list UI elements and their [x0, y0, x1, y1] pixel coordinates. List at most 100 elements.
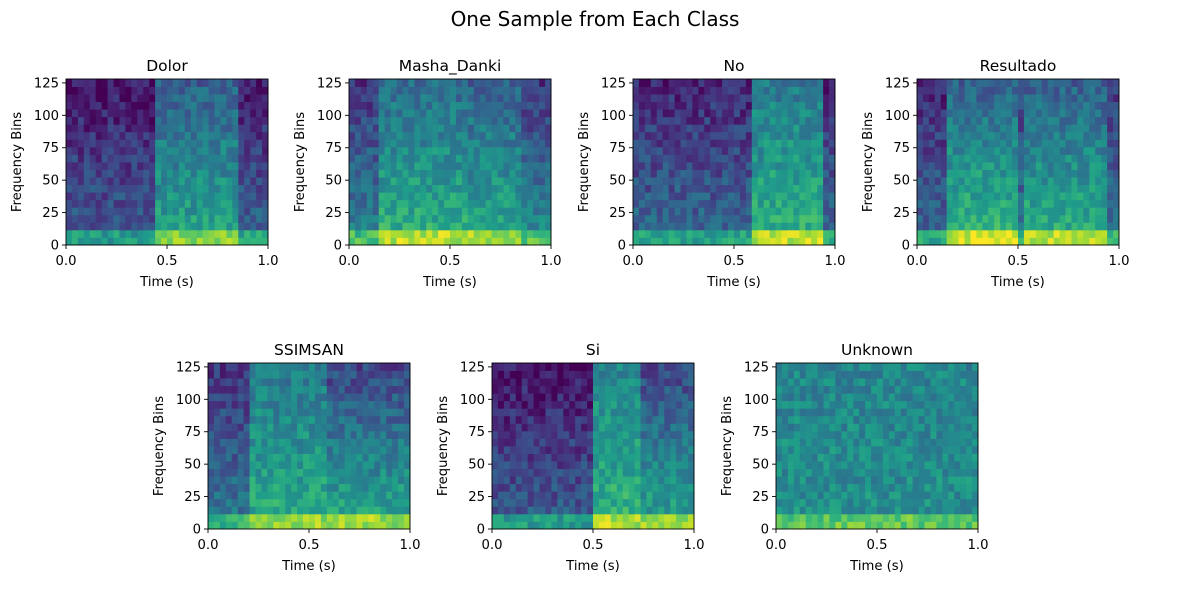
spectrogram-cell [776, 513, 783, 522]
spectrogram-cell [479, 101, 487, 110]
spectrogram-cell [964, 229, 971, 238]
spectrogram-cell [426, 131, 433, 140]
spectrogram-cell [1047, 177, 1055, 186]
spectrogram-cell [787, 461, 795, 470]
spectrogram-cell [143, 214, 150, 223]
spectrogram-cell [71, 214, 79, 223]
spectrogram-cell [396, 124, 403, 133]
spectrogram-cell [509, 177, 516, 186]
spectrogram-cell [593, 378, 600, 387]
spectrogram-cell [563, 498, 570, 507]
spectrogram-cell [728, 214, 735, 223]
spectrogram-cell [751, 146, 759, 155]
spectrogram-cell [521, 154, 528, 163]
spectrogram-cell [835, 491, 842, 500]
spectrogram-cell [539, 498, 546, 507]
spectrogram-cell [853, 521, 860, 530]
spectrogram-cell [404, 461, 411, 470]
spectrogram-cell [291, 400, 298, 409]
spectrogram-cell [426, 162, 433, 170]
spectrogram-cell [404, 513, 411, 522]
spectrogram-cell [392, 438, 399, 447]
spectrogram-cell [1018, 79, 1025, 87]
spectrogram-cell [1012, 199, 1019, 208]
spectrogram-cell [1006, 131, 1013, 140]
spectrogram-cell [710, 214, 717, 223]
spectrogram-cell [1018, 146, 1025, 155]
spectrogram-cell [805, 109, 812, 118]
spectrogram-cell [952, 154, 959, 163]
spectrogram-cell [208, 131, 215, 140]
spectrogram-cell [184, 146, 192, 155]
spectrogram-cell [492, 453, 499, 462]
spectrogram-cell [231, 453, 239, 462]
spectrogram-cell [787, 222, 794, 231]
spectrogram-cell [249, 476, 256, 485]
spectrogram-cell [698, 139, 705, 148]
spectrogram-cell [871, 476, 878, 485]
spectrogram-cell [704, 139, 711, 148]
spectrogram-cell [213, 423, 221, 432]
spectrogram-cell [841, 385, 848, 394]
spectrogram-cell [847, 423, 854, 432]
spectrogram-cell [646, 498, 653, 507]
spectrogram-cell [378, 131, 386, 140]
spectrogram-cell [396, 86, 403, 95]
spectrogram-cell [450, 184, 457, 193]
spectrogram-cell [1018, 154, 1025, 163]
spectrogram-cell [350, 423, 357, 432]
spectrogram-cell [817, 385, 824, 394]
spectrogram-cell [994, 79, 1001, 87]
spectrogram-cell [805, 207, 812, 216]
spectrogram-cell [622, 423, 630, 432]
spectrogram-cell [137, 177, 144, 186]
spectrogram-cell [976, 207, 983, 216]
spectrogram-cell [946, 199, 954, 208]
spectrogram-cell [243, 453, 250, 462]
spectrogram-cell [1101, 237, 1108, 246]
spectrogram-cell [332, 408, 340, 417]
spectrogram-cell [644, 124, 652, 133]
spectrogram-cell [404, 408, 411, 417]
spectrogram-cell [575, 491, 582, 500]
spectrogram-cell [581, 378, 588, 387]
spectrogram-cell [178, 139, 186, 148]
spectrogram-cell [569, 430, 576, 439]
spectrogram-cell [89, 146, 97, 155]
spectrogram-cell [220, 109, 227, 118]
spectrogram-cell [291, 378, 298, 387]
spectrogram-cell [634, 498, 641, 507]
spectrogram-cell [551, 483, 558, 492]
spectrogram-cell [1023, 86, 1031, 95]
spectrogram-cell [704, 131, 711, 140]
spectrogram-cell [633, 214, 640, 223]
spectrogram-cell [184, 109, 192, 118]
spectrogram-cell [799, 86, 806, 95]
spectrogram-cell [1012, 86, 1019, 95]
spectrogram-cell [226, 139, 233, 148]
spectrogram-cell [396, 192, 403, 201]
spectrogram-cell [928, 86, 936, 95]
spectrogram-cell [444, 124, 451, 133]
spectrogram-cell [811, 393, 818, 402]
spectrogram-cell [763, 169, 771, 178]
spectrogram-cell [1059, 229, 1066, 238]
spectrogram-cell [865, 415, 872, 424]
spectrogram-cell [267, 370, 274, 379]
spectrogram-cell [652, 400, 659, 409]
spectrogram-cell [273, 385, 280, 394]
spectrogram-cell [658, 461, 665, 470]
spectrogram-cell [137, 199, 144, 208]
spectrogram-cell [167, 109, 174, 118]
spectrogram-cell [835, 363, 842, 371]
spectrogram-cell [539, 109, 546, 118]
spectrogram-cell [1113, 199, 1120, 208]
spectrogram-cell [871, 461, 878, 470]
spectrogram-cell [356, 430, 363, 439]
spectrogram-cell [976, 222, 983, 231]
spectrogram-cell [408, 86, 415, 95]
spectrogram-cell [799, 162, 806, 170]
spectrogram-cell [380, 506, 387, 515]
spectrogram-cell [404, 393, 411, 402]
spectrogram-cell [261, 513, 268, 522]
